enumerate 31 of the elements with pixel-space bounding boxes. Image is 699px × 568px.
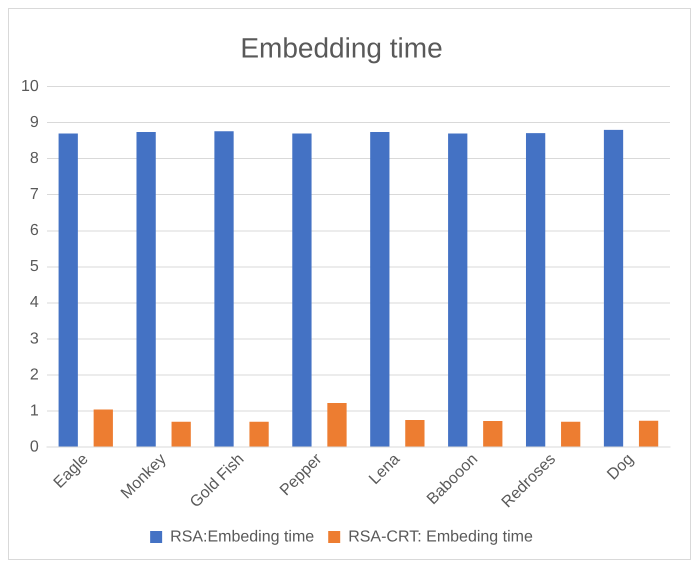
bar: [327, 403, 347, 447]
bar: [448, 133, 468, 447]
y-tick-label: 7: [30, 186, 39, 204]
bar: [94, 410, 113, 447]
y-tick-label: 1: [30, 402, 39, 420]
x-tick-label: Dog: [604, 450, 637, 484]
bar: [58, 133, 78, 447]
y-tick-label: 10: [21, 78, 39, 96]
y-tick-label: 4: [30, 294, 39, 312]
bar: [483, 421, 502, 447]
legend-label: RSA-CRT: Embeding time: [348, 528, 533, 546]
y-tick-label: 2: [30, 366, 39, 384]
bar: [249, 422, 269, 447]
y-tick-label: 5: [30, 258, 39, 276]
y-tick-label: 8: [30, 150, 39, 168]
chart-title: Embedding time: [240, 32, 443, 64]
y-tick-label: 9: [30, 114, 39, 132]
y-tick-label: 0: [30, 438, 39, 456]
bar: [292, 133, 312, 447]
y-tick-label: 3: [30, 330, 39, 348]
bar: [214, 131, 234, 447]
legend-label: RSA:Embeding time: [170, 528, 314, 546]
bar: [370, 132, 390, 447]
bar: [561, 422, 580, 447]
bar: [604, 130, 624, 447]
y-tick-label: 6: [30, 222, 39, 240]
bar: [405, 420, 425, 447]
bar: [526, 133, 546, 447]
bar: [638, 420, 658, 447]
bar: [136, 132, 156, 447]
bar: [172, 422, 191, 447]
